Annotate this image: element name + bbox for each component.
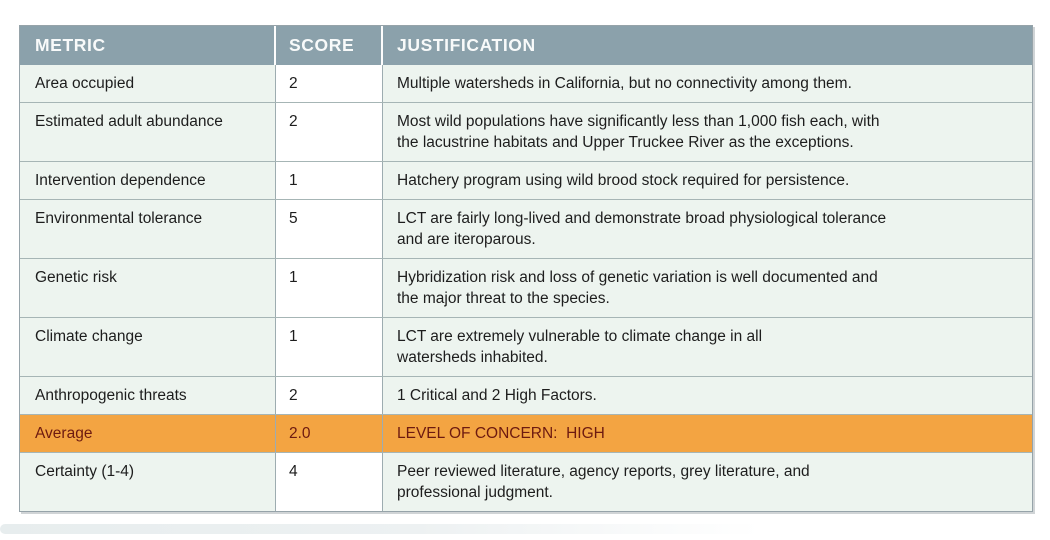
table-row: Estimated adult abundance 2 Most wild po…: [20, 102, 1032, 161]
justification-cell: LCT are fairly long-lived and demonstrat…: [383, 200, 1032, 258]
justification-cell: 1 Critical and 2 High Factors.: [383, 377, 1032, 414]
table-row: Genetic risk 1 Hybridization risk and lo…: [20, 258, 1032, 317]
table-row: Intervention dependence 1 Hatchery progr…: [20, 161, 1032, 199]
score-cell: 2.0: [276, 415, 383, 452]
table-row: Certainty (1-4) 4 Peer reviewed literatu…: [20, 452, 1032, 511]
column-header-metric: METRIC: [20, 26, 276, 65]
metric-cell: Anthropogenic threats: [20, 377, 276, 414]
score-cell: 1: [276, 162, 383, 199]
metric-cell: Area occupied: [20, 65, 276, 102]
metric-cell: Climate change: [20, 318, 276, 376]
table-row: Anthropogenic threats 2 1 Critical and 2…: [20, 376, 1032, 414]
score-cell: 2: [276, 377, 383, 414]
justification-cell: Peer reviewed literature, agency reports…: [383, 453, 1032, 511]
score-cell: 4: [276, 453, 383, 511]
score-cell: 1: [276, 318, 383, 376]
column-header-score: SCORE: [276, 26, 383, 65]
metrics-table: METRIC SCORE JUSTIFICATION Area occupied…: [19, 25, 1033, 512]
bottom-shadow: [0, 524, 760, 534]
justification-cell: Hatchery program using wild brood stock …: [383, 162, 1032, 199]
justification-cell: LEVEL OF CONCERN: HIGH: [383, 415, 1032, 452]
table-header: METRIC SCORE JUSTIFICATION: [20, 26, 1032, 65]
score-cell: 5: [276, 200, 383, 258]
justification-cell: Most wild populations have significantly…: [383, 103, 1032, 161]
justification-cell: Hybridization risk and loss of genetic v…: [383, 259, 1032, 317]
metric-cell: Genetic risk: [20, 259, 276, 317]
table-row: Area occupied 2 Multiple watersheds in C…: [20, 65, 1032, 102]
score-cell: 1: [276, 259, 383, 317]
metric-cell: Intervention dependence: [20, 162, 276, 199]
table-row: Climate change 1 LCT are extremely vulne…: [20, 317, 1032, 376]
justification-cell: LCT are extremely vulnerable to climate …: [383, 318, 1032, 376]
metric-cell: Estimated adult abundance: [20, 103, 276, 161]
metric-cell: Average: [20, 415, 276, 452]
score-cell: 2: [276, 103, 383, 161]
table-body: Area occupied 2 Multiple watersheds in C…: [20, 65, 1032, 511]
metric-cell: Certainty (1-4): [20, 453, 276, 511]
table-row: Environmental tolerance 5 LCT are fairly…: [20, 199, 1032, 258]
metric-cell: Environmental tolerance: [20, 200, 276, 258]
column-header-justification: JUSTIFICATION: [397, 35, 536, 55]
justification-cell: Multiple watersheds in California, but n…: [383, 65, 1032, 102]
table-row: Average 2.0 LEVEL OF CONCERN: HIGH: [20, 414, 1032, 452]
score-cell: 2: [276, 65, 383, 102]
